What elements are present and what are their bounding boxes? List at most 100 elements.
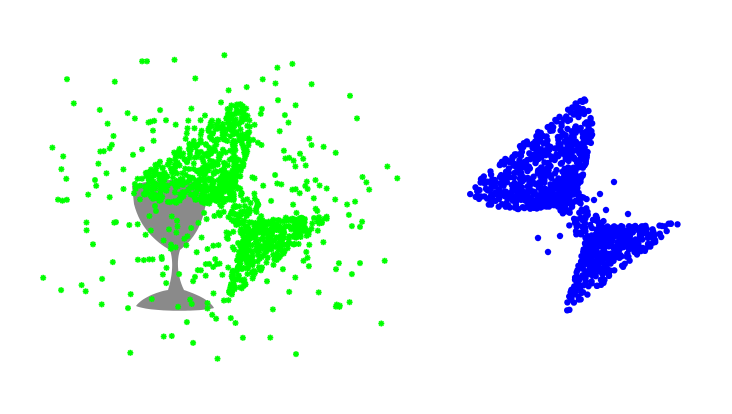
green-noise-point: [202, 260, 210, 268]
green-goblet-point: [175, 145, 184, 153]
blue-outlier-point: [534, 234, 542, 242]
green-noise-point: [313, 226, 322, 235]
green-noise-point: [159, 236, 168, 245]
green-goblet-point: [294, 222, 303, 231]
green-goblet-point: [297, 215, 306, 224]
green-noise-point: [100, 147, 108, 155]
blue-goblet-point: [609, 235, 616, 242]
green-goblet-point: [215, 180, 224, 189]
green-noise-point: [140, 256, 148, 264]
green-noise-point: [291, 273, 300, 282]
green-goblet-point: [272, 256, 281, 264]
green-goblet-point: [259, 230, 268, 238]
green-goblet-point: [240, 216, 249, 225]
blue-goblet-point: [587, 116, 594, 123]
green-goblet-point: [217, 173, 225, 182]
green-goblet-point: [279, 249, 288, 258]
blue-goblet-point: [568, 294, 575, 301]
green-noise-point: [126, 290, 135, 299]
green-goblet-point: [246, 199, 255, 207]
green-noise-point: [377, 319, 386, 328]
green-noise-point: [284, 118, 293, 127]
blue-goblet-point: [536, 132, 543, 139]
blue-goblet-point: [509, 174, 517, 181]
green-noise-point: [239, 333, 247, 342]
green-goblet-point: [288, 223, 297, 231]
blue-goblet-point: [536, 183, 543, 191]
green-noise-point: [346, 92, 354, 100]
green-noise-point: [96, 106, 104, 114]
blue-goblet-point: [558, 122, 565, 129]
green-goblet-point: [156, 157, 164, 166]
green-noise-point: [380, 256, 389, 265]
green-goblet-point: [229, 275, 237, 284]
blue-goblet-point: [602, 253, 609, 261]
blue-goblet-point: [520, 176, 528, 183]
green-noise-point: [299, 256, 308, 265]
green-goblet-point: [142, 186, 150, 194]
green-goblet-point: [238, 118, 246, 126]
blue-goblet-point: [488, 182, 496, 189]
green-noise-point: [343, 200, 351, 209]
blue-goblet-point: [477, 194, 484, 201]
green-goblet-point: [257, 263, 266, 272]
green-goblet-point: [257, 253, 266, 262]
blue-goblet-point: [560, 131, 568, 139]
green-noise-point: [242, 83, 251, 91]
blue-goblet-point: [564, 171, 572, 178]
green-goblet-point: [209, 179, 218, 188]
blue-goblet-point: [612, 249, 620, 257]
green-goblet-point: [213, 168, 221, 176]
blue-goblet-point: [613, 230, 621, 237]
blue-goblet-point: [596, 227, 603, 234]
green-noise-point: [57, 286, 65, 294]
blue-goblet-point: [579, 98, 586, 106]
green-goblet-point: [171, 188, 179, 197]
green-noise-point: [289, 200, 297, 209]
green-goblet-point: [214, 136, 223, 144]
green-goblet-point: [182, 157, 191, 165]
green-noise-point: [266, 333, 275, 342]
green-noise-point: [224, 263, 232, 272]
green-noise-point: [183, 124, 192, 133]
green-noise-point: [365, 185, 374, 194]
green-noise-point: [305, 241, 314, 249]
green-goblet-point: [147, 193, 156, 201]
green-goblet-point: [172, 182, 180, 190]
green-noise-point: [291, 101, 300, 110]
green-noise-point: [335, 259, 343, 268]
green-noise-point: [273, 63, 282, 72]
blue-goblet-point: [556, 179, 563, 186]
green-goblet-point: [243, 270, 252, 278]
green-noise-point: [171, 120, 180, 129]
green-noise-point: [203, 299, 212, 307]
green-goblet-point: [178, 192, 186, 201]
blue-goblet-point: [582, 225, 589, 232]
blue-goblet-point: [575, 198, 582, 205]
green-goblet-point: [269, 215, 278, 224]
blue-goblet-point: [487, 201, 495, 208]
green-goblet-point: [230, 210, 239, 219]
blue-goblet-point: [564, 299, 571, 306]
blue-goblet-point: [517, 144, 525, 152]
green-goblet-point: [235, 156, 243, 164]
green-noise-point: [292, 209, 301, 217]
green-goblet-point: [245, 116, 254, 125]
blue-goblet-point: [524, 203, 531, 210]
blue-goblet-point: [580, 282, 587, 289]
green-noise-point: [224, 235, 232, 243]
blue-goblet-point: [552, 145, 559, 152]
blue-goblet-point: [537, 170, 544, 177]
blue-goblet-point: [564, 307, 571, 314]
green-noise-point: [84, 190, 92, 199]
green-goblet-point: [231, 146, 239, 154]
blue-goblet-point: [667, 220, 674, 227]
blue-outlier-point: [644, 234, 652, 242]
blue-goblet-point: [556, 191, 563, 199]
blue-goblet-point: [647, 243, 654, 250]
blue-goblet-point: [634, 236, 641, 243]
green-noise-point: [307, 80, 316, 88]
blue-goblet-point: [511, 204, 519, 211]
green-noise-point: [358, 217, 366, 226]
green-goblet-point: [284, 216, 293, 224]
